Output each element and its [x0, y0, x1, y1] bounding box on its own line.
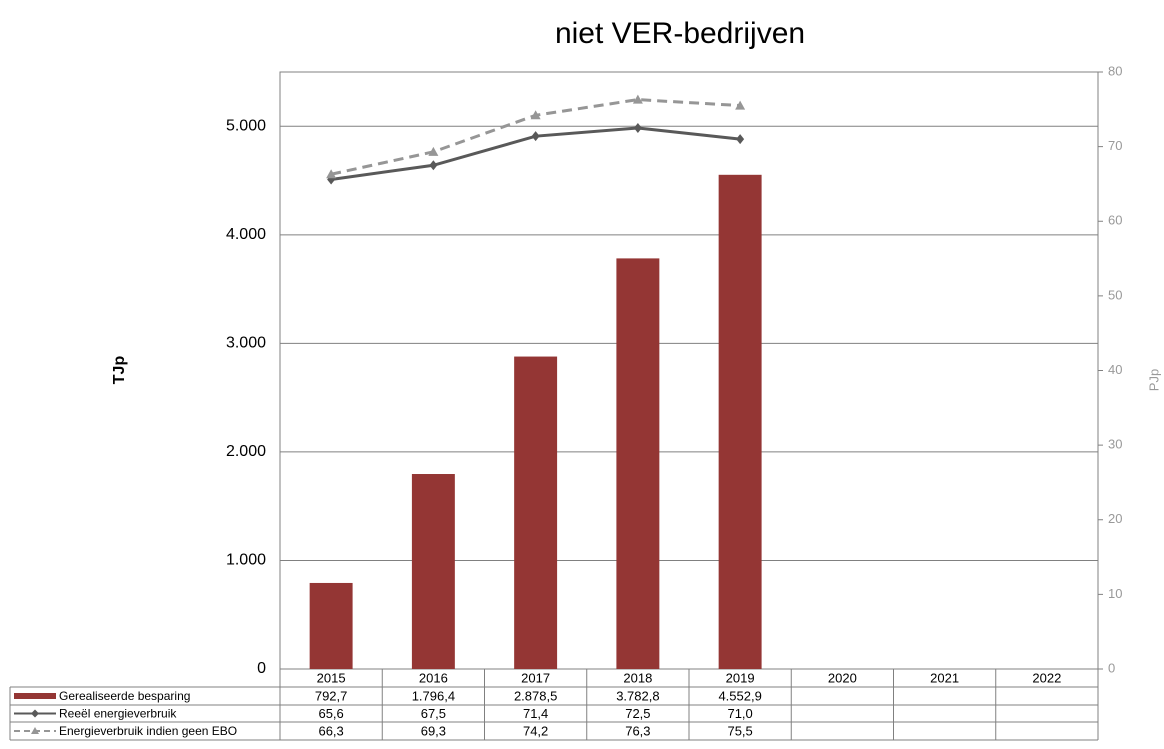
legend-marker [31, 709, 39, 718]
table-cell: 75,5 [727, 723, 752, 738]
x-tick-label: 2015 [317, 670, 346, 685]
table-cell: 67,5 [421, 706, 446, 721]
plot-area [279, 71, 1099, 670]
line-marker [428, 146, 439, 156]
table-cell: 792,7 [315, 688, 348, 703]
x-tick-label: 2022 [1032, 670, 1061, 685]
bar [411, 474, 455, 669]
table-cell: 69,3 [421, 723, 446, 738]
x-tick-label: 2017 [521, 670, 550, 685]
y2-tick-label: 0 [1108, 660, 1115, 675]
line-marker [429, 160, 438, 171]
legend-label: Gerealiseerde besparing [59, 689, 190, 703]
y-tick-label: 5.000 [226, 117, 266, 134]
table-cell: 76,3 [625, 723, 650, 738]
bar [309, 582, 353, 669]
line-marker [531, 131, 540, 142]
table-cell: 1.796,4 [412, 688, 455, 703]
y2-tick-label: 70 [1108, 138, 1122, 153]
table-cell: 4.552,9 [718, 688, 761, 703]
bar [514, 356, 558, 669]
table-cell: 74,2 [523, 723, 548, 738]
y-axis-title: TJp [111, 356, 128, 385]
legend-swatch [14, 693, 56, 699]
y2-tick-label: 20 [1108, 511, 1122, 526]
line-marker [530, 110, 541, 120]
line-marker [735, 100, 746, 110]
bar [616, 258, 660, 669]
table-cell: 2.878,5 [514, 688, 557, 703]
line-marker [326, 169, 337, 179]
legend-marker [31, 727, 39, 734]
bar [718, 174, 762, 669]
y2-tick-label: 30 [1108, 437, 1122, 452]
line-marker [633, 122, 642, 133]
x-tick-label: 2021 [930, 670, 959, 685]
y2-tick-label: 50 [1108, 287, 1122, 302]
y2-tick-label: 40 [1108, 362, 1122, 377]
table-cell: 3.782,8 [616, 688, 659, 703]
legend-label: Energieverbruik indien geen EBO [59, 724, 237, 738]
y-tick-label: 1.000 [226, 552, 266, 569]
table-cell: 71,0 [727, 706, 752, 721]
y2-tick-label: 10 [1108, 586, 1122, 601]
chart-title: niet VER-bedrijven [555, 17, 805, 50]
table-cell: 72,5 [625, 706, 650, 721]
table-cell: 65,6 [318, 706, 343, 721]
table-cell: 71,4 [523, 706, 548, 721]
line-marker [736, 134, 745, 145]
y2-axis-title: PJp [1146, 369, 1161, 391]
y-tick-label: 3.000 [226, 335, 266, 352]
x-tick-label: 2016 [419, 670, 448, 685]
y2-tick-label: 60 [1108, 213, 1122, 228]
x-tick-label: 2019 [726, 670, 755, 685]
y-tick-label: 2.000 [226, 443, 266, 460]
x-tick-label: 2020 [828, 670, 857, 685]
y-tick-label: 0 [257, 660, 266, 677]
y2-tick-label: 80 [1108, 63, 1122, 78]
x-tick-label: 2018 [623, 670, 652, 685]
legend-label: Reeël energieverbruik [59, 707, 177, 721]
line-marker [632, 94, 643, 104]
table-cell: 66,3 [318, 723, 343, 738]
y-tick-label: 4.000 [226, 226, 266, 243]
